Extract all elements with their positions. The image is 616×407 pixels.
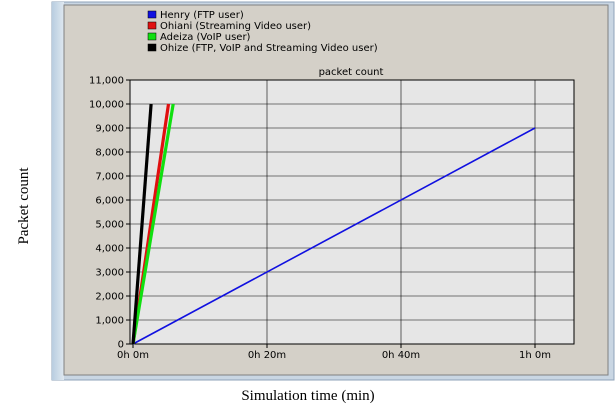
legend: Henry (FTP user)Ohiani (Streaming Video … <box>147 10 378 54</box>
series-line-3 <box>131 103 153 345</box>
y-tick-label: 9,000 <box>95 124 124 135</box>
legend-entry-label: Adeiza (VoIP user) <box>160 32 251 43</box>
x-tick-label: 0h 20m <box>248 350 286 361</box>
y-tick-label: 3,000 <box>95 268 124 279</box>
series-line-0 <box>132 127 536 345</box>
series-line-2 <box>131 103 175 345</box>
plot-area <box>129 79 575 345</box>
y-tick-label: 7,000 <box>95 172 124 183</box>
x-tick-label: 0h 40m <box>382 350 420 361</box>
y-tick-label: 11,000 <box>89 76 124 87</box>
legend-entry-label: Ohize (FTP, VoIP and Streaming Video use… <box>160 43 378 54</box>
y-tick-label: 5,000 <box>95 220 124 231</box>
legend-entry-label: Ohiani (Streaming Video user) <box>160 21 311 32</box>
x-tick-label: 1h 0m <box>519 350 551 361</box>
x-tick-label: 0h 0m <box>117 350 149 361</box>
legend-swatch <box>147 21 157 30</box>
y-tick-label: 1,000 <box>95 316 124 327</box>
legend-swatch <box>147 10 157 19</box>
plot-title: packet count <box>319 67 384 78</box>
y-tick-label: 4,000 <box>95 244 124 255</box>
y-axis-label: Packet count <box>16 167 32 245</box>
series-lines <box>131 103 536 345</box>
legend-swatch <box>147 43 157 52</box>
y-tick-label: 2,000 <box>95 292 124 303</box>
legend-swatch <box>147 32 157 41</box>
grid-lines <box>130 80 574 344</box>
axes: 0 1,000 2,000 3,000 4,000 5,000 6,000 7,000 8,00… <box>89 76 551 362</box>
y-tick-label: 8,000 <box>95 148 124 159</box>
window-left-edge <box>52 2 64 380</box>
y-tick-label: 0 <box>118 340 124 351</box>
x-axis-label: Simulation time (min) <box>241 388 374 404</box>
y-tick-label: 10,000 <box>89 100 124 111</box>
legend-entry-label: Henry (FTP user) <box>160 10 244 21</box>
y-tick-label: 6,000 <box>95 196 124 207</box>
